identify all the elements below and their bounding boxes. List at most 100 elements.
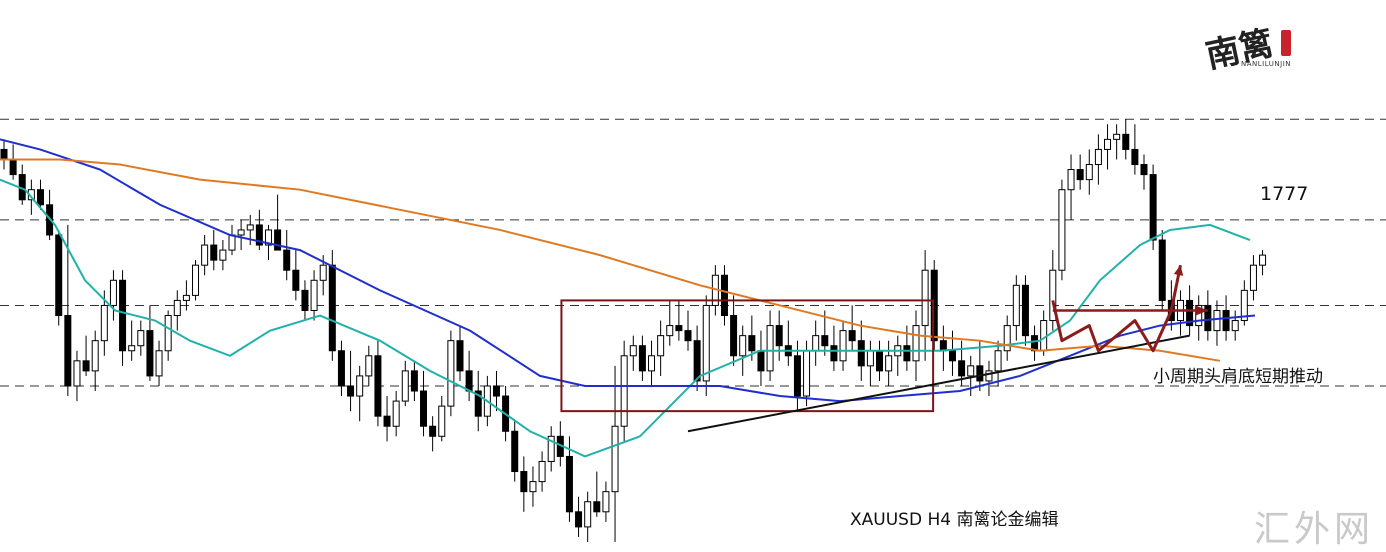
logo-subtext: NANLILUNJIN [1241, 60, 1292, 68]
candle-bull [967, 365, 975, 377]
candle-bull [201, 244, 209, 266]
consolidation-box [560, 299, 935, 413]
candle-bull [1067, 169, 1075, 191]
watermark: 汇外网 [1254, 509, 1375, 550]
candle-bull [1058, 189, 1066, 271]
candle-bull [155, 350, 163, 377]
candle-bear [857, 340, 865, 367]
candle-bull [912, 325, 920, 362]
candle-bear [511, 430, 519, 473]
candle-bear [821, 335, 829, 347]
candle-bear [55, 234, 63, 317]
candle-bull [1259, 254, 1267, 266]
candle-bull [611, 425, 619, 493]
candle-bull [246, 224, 254, 231]
candle-bear [383, 415, 391, 427]
candle-bull [812, 335, 820, 352]
candle-bear [575, 511, 583, 528]
candle-bear [64, 315, 72, 387]
candle-bull [100, 304, 108, 342]
candle-bear [948, 350, 956, 362]
candle-bear [930, 269, 938, 342]
candle-bull [985, 370, 993, 382]
support-trendline [687, 334, 1190, 433]
brand-logo: 南篱 NANLILUNJIN [1202, 18, 1300, 77]
candle-bull [91, 340, 99, 372]
candle-bull [365, 355, 373, 377]
chart-caption: XAUUSD H4 南篱论金编辑 [850, 510, 1059, 530]
logo-text: 南篱 [1202, 23, 1278, 77]
candle-bear [1186, 299, 1194, 327]
candle-bear [0, 148, 8, 160]
candle-bear [876, 350, 884, 372]
candle-bear [638, 345, 646, 372]
candle-bear [328, 264, 336, 352]
candle-bull [885, 355, 893, 372]
candle-bear [684, 330, 692, 342]
candle-bull [994, 350, 1002, 372]
candle-bear [410, 370, 418, 392]
candle-bull [1213, 309, 1221, 332]
candle-bull [128, 345, 136, 352]
candle-bull [602, 491, 610, 513]
moving-average-line [0, 178, 1251, 458]
candle-bull [1240, 289, 1248, 322]
candle-bear [1149, 174, 1157, 241]
candle-bull [1085, 164, 1093, 181]
candle-bear [465, 370, 473, 392]
candle-bear [337, 350, 345, 387]
candle-bear [830, 345, 838, 362]
candle-bear [793, 355, 801, 397]
candle-bull [538, 460, 546, 483]
candle-bear [1222, 309, 1230, 332]
candle-bull [1113, 133, 1121, 140]
candle-bear [119, 279, 127, 352]
candle-bear [757, 350, 765, 372]
candle-bear [255, 224, 263, 246]
candle-bear [492, 385, 500, 397]
candle-bear [1122, 133, 1130, 150]
candle-bull [137, 330, 145, 347]
candle-bear [1076, 169, 1084, 181]
pattern-label: 小周期头肩底短期推动 [1153, 367, 1323, 387]
candle-bear [474, 390, 482, 417]
candle-bull [866, 350, 874, 367]
candle-bull [547, 435, 555, 462]
candle-bull [839, 330, 847, 362]
candle-bull [319, 264, 327, 281]
candle-bear [1131, 148, 1139, 166]
candle-bull [739, 335, 747, 357]
candle-bull [629, 345, 637, 357]
candle-bear [720, 274, 728, 317]
candle-bull [702, 304, 710, 382]
candle-bear [9, 158, 17, 176]
candle-bear [939, 340, 947, 352]
candle-bear [1204, 304, 1212, 332]
candle-bear [748, 335, 756, 352]
candle-bull [1049, 269, 1057, 322]
candle-bear [903, 345, 911, 362]
neckline-arrow-icon [1195, 305, 1208, 316]
candle-bull [584, 501, 592, 528]
candle-bear [1158, 239, 1166, 301]
candle-bear [693, 340, 701, 382]
candle-bear [456, 340, 464, 372]
candle-bull [438, 405, 446, 437]
logo-seal-icon [1281, 30, 1291, 56]
candle-bull [1104, 138, 1112, 150]
candle-bear [675, 325, 683, 332]
candle-bear [1140, 164, 1148, 176]
candle-bear [274, 229, 282, 251]
candle-bull [182, 294, 190, 301]
candle-bull [192, 264, 200, 296]
head-shoulders-path [1051, 264, 1182, 353]
candle-bear [1021, 284, 1029, 337]
candle-bear [429, 425, 437, 437]
candle-bear [347, 385, 355, 397]
candle-bear [374, 355, 382, 417]
candle-bear [292, 269, 300, 291]
candle-bull [310, 279, 318, 311]
push-arrow-icon [1173, 265, 1184, 276]
price-label-1777: 1777 [1260, 183, 1309, 205]
